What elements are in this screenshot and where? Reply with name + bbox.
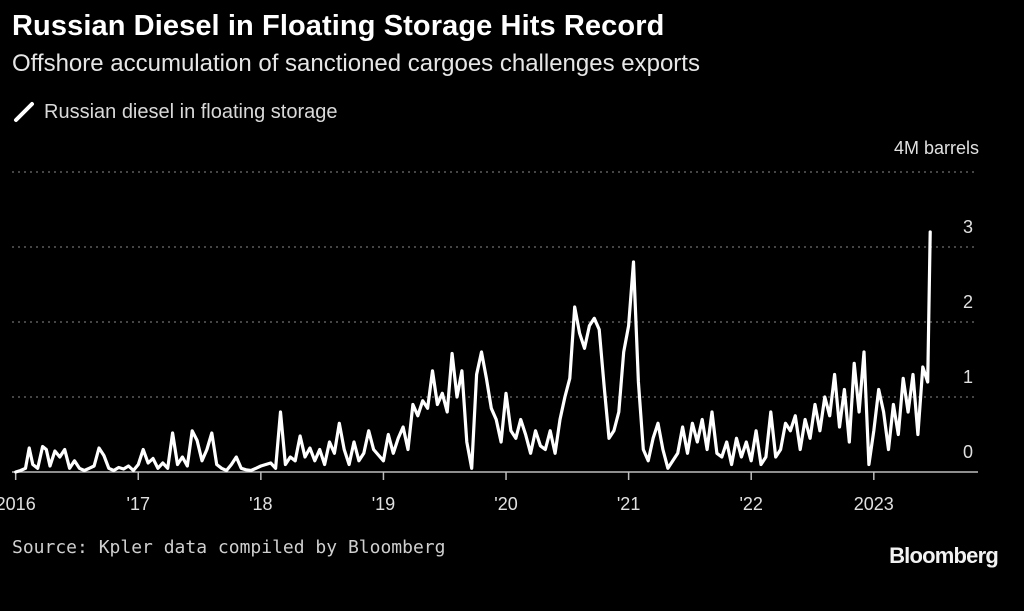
line-swatch-icon — [14, 102, 34, 122]
y-tick-label: 2 — [963, 292, 973, 312]
chart-subtitle: Offshore accumulation of sanctioned carg… — [12, 50, 700, 77]
x-tick-label: '18 — [249, 494, 272, 514]
x-tick-label: 2023 — [854, 494, 894, 514]
x-tick-label: '17 — [127, 494, 150, 514]
series-line — [14, 230, 932, 474]
y-tick-label: 1 — [963, 367, 973, 387]
source-note: Source: Kpler data compiled by Bloomberg — [12, 537, 446, 558]
y-tick-label: 0 — [963, 442, 973, 462]
chart-title: Russian Diesel in Floating Storage Hits … — [12, 10, 665, 42]
x-tick-label: '21 — [617, 494, 640, 514]
bloomberg-logo: Bloomberg — [889, 543, 999, 568]
x-tick-label: '22 — [739, 494, 762, 514]
y-unit-label: 4M barrels — [894, 138, 979, 158]
x-tick-label: 2016 — [0, 494, 36, 514]
x-tick-label: '20 — [494, 494, 517, 514]
legend-label: Russian diesel in floating storage — [44, 100, 338, 123]
x-tick-label: '19 — [372, 494, 395, 514]
legend: Russian diesel in floating storage — [12, 100, 338, 124]
y-tick-label: 3 — [963, 217, 973, 237]
